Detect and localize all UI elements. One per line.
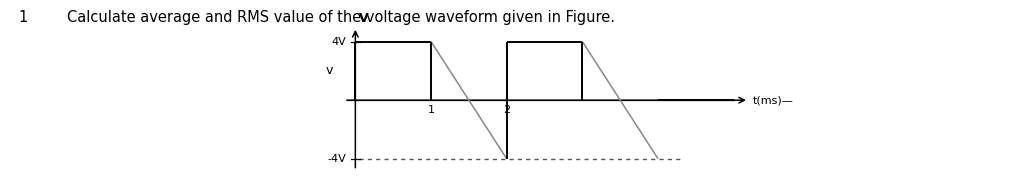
- Text: V: V: [359, 13, 368, 25]
- Text: -4V: -4V: [327, 154, 347, 164]
- Text: 4V: 4V: [331, 37, 347, 47]
- Text: v: v: [325, 64, 332, 77]
- Text: t(ms)—: t(ms)—: [752, 95, 794, 105]
- Text: 1: 1: [19, 10, 28, 25]
- Text: 1: 1: [427, 105, 434, 115]
- Text: Calculate average and RMS value of the voltage waveform given in Figure.: Calculate average and RMS value of the v…: [67, 10, 615, 25]
- Text: 2: 2: [504, 105, 510, 115]
